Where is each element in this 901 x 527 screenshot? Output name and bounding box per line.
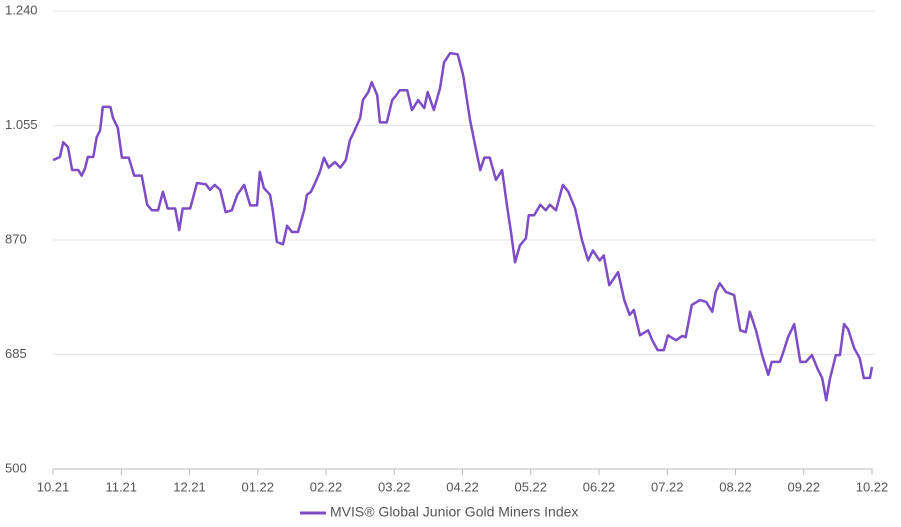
y-tick-label: 870	[5, 231, 27, 246]
x-tick-label: 12.21	[173, 479, 206, 494]
y-tick-label: 685	[5, 346, 27, 361]
x-tick-label: 04.22	[446, 479, 479, 494]
x-tick-label: 07.22	[651, 479, 684, 494]
y-tick-label: 500	[5, 460, 27, 475]
x-tick-label: 01.22	[241, 479, 274, 494]
legend-label: MVIS® Global Junior Gold Miners Index	[330, 504, 578, 520]
x-tick-label: 11.21	[105, 479, 137, 494]
x-tick-label: 05.22	[514, 479, 547, 494]
x-tick-label: 03.22	[378, 479, 411, 494]
x-tick-label: 10.21	[37, 479, 70, 494]
y-tick-label: 1.055	[5, 117, 38, 132]
x-tick-label: 10.22	[856, 479, 889, 494]
series-line	[52, 51, 874, 402]
y-tick-label: 1.240	[5, 2, 38, 17]
x-tick-label: 09.22	[787, 479, 820, 494]
x-tick-label: 06.22	[583, 479, 616, 494]
x-tick-label: 02.22	[310, 479, 343, 494]
x-tick-label: 08.22	[719, 479, 752, 494]
